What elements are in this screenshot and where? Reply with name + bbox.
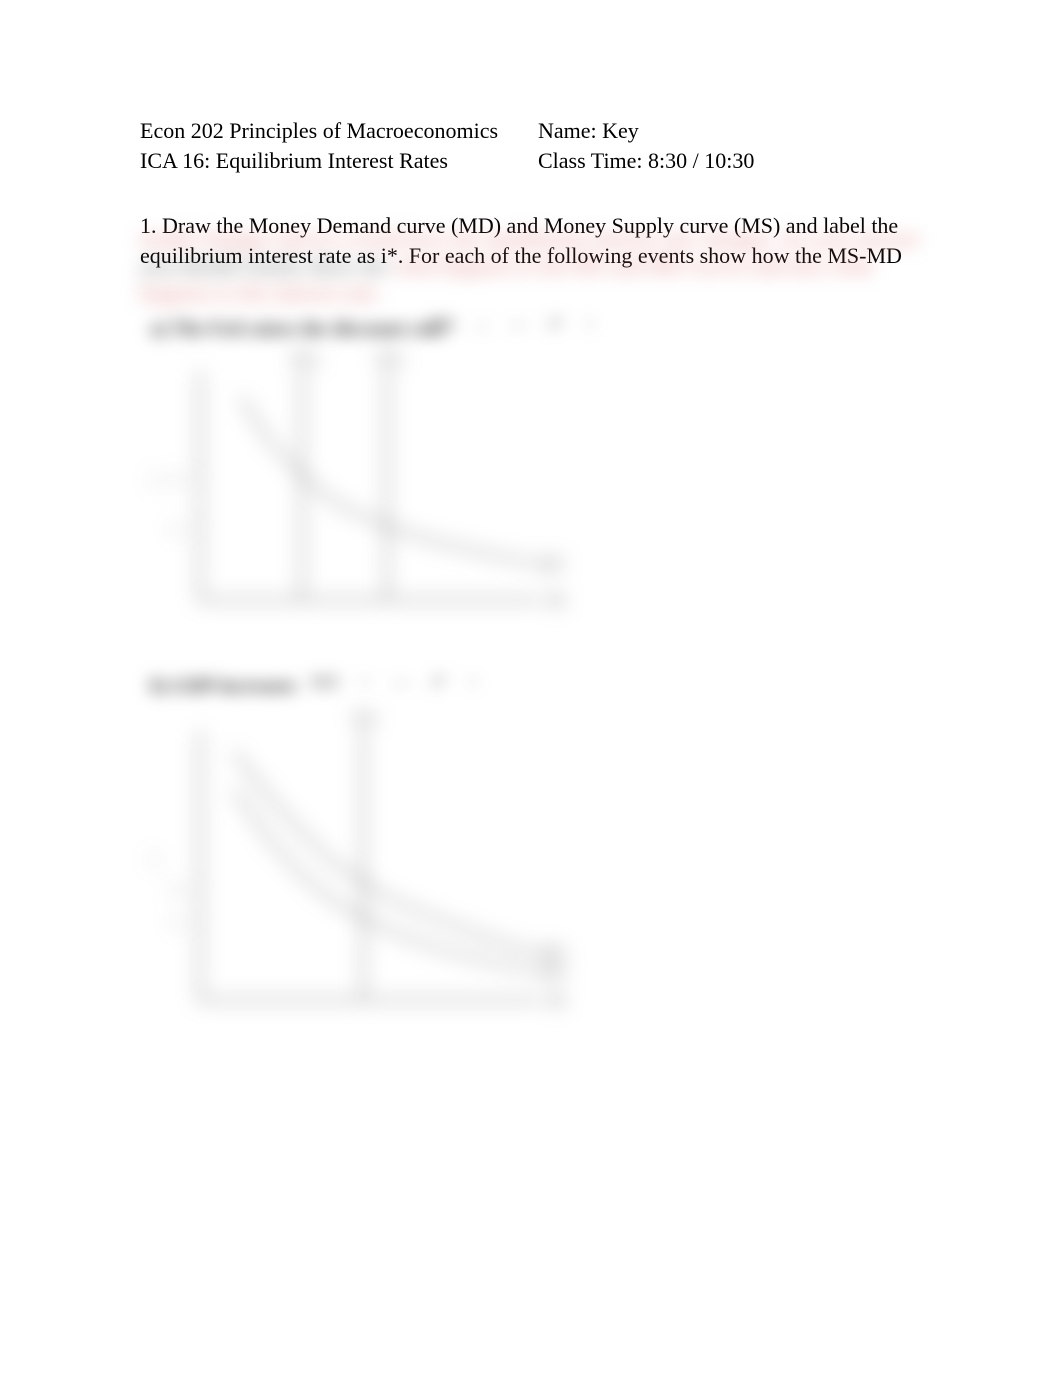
classtime-value: 8:30 / 10:30 xyxy=(648,148,754,173)
chart-a: MS₂ MS₁ MD i₂ i₁ Mi xyxy=(140,340,580,645)
header-row-1: Econ 202 Principles of Macroeconomics Na… xyxy=(140,116,922,146)
name-label: Name: xyxy=(538,118,597,143)
svg-text:MD: MD xyxy=(537,556,563,573)
part-b-label: b) GDP increases xyxy=(150,675,296,698)
down-arrow-icon: ↓ xyxy=(478,314,487,335)
svg-text:M: M xyxy=(548,990,564,1010)
part-b-answer: MD ↑ — i* ↑ xyxy=(310,672,477,693)
svg-text:i₂: i₂ xyxy=(172,469,182,486)
question-blurred-line-2: you should clearly show me what happens … xyxy=(140,251,922,281)
svg-text:i₁: i₁ xyxy=(172,912,182,929)
blur-line2-a: you should clearly show me xyxy=(140,253,392,278)
question-blurred-line-1: model changes and as a result how the eq… xyxy=(140,224,922,254)
chart-a-svg: MS₂ MS₁ MD i₂ i₁ Mi xyxy=(140,340,580,640)
classtime-field: Class Time: 8:30 / 10:30 xyxy=(538,146,922,176)
chart-b: MS MD₁ MD₂ i₁ i₂ Mi xyxy=(140,700,580,1045)
dash-icon-b: — xyxy=(392,672,410,693)
istar-a: i* xyxy=(549,314,563,335)
svg-text:i: i xyxy=(152,469,157,489)
svg-text:i₁: i₁ xyxy=(172,519,182,536)
svg-text:MS: MS xyxy=(353,711,376,728)
svg-text:MS₂: MS₂ xyxy=(292,351,321,368)
svg-text:MD₂: MD₂ xyxy=(537,944,568,961)
part-a-ms: MS xyxy=(430,314,456,335)
assignment-title: ICA 16: Equilibrium Interest Rates xyxy=(140,146,538,176)
part-a-label: a) The Fed raises the discount rate xyxy=(150,318,444,341)
istar-b: i* xyxy=(432,672,446,693)
classtime-label: Class Time: xyxy=(538,148,643,173)
up-arrow-icon: ↑ xyxy=(585,314,594,335)
svg-text:MD₁: MD₁ xyxy=(537,963,568,980)
svg-text:i: i xyxy=(152,849,157,869)
part-a-answer: MS ↓ — i* ↑ xyxy=(430,314,594,335)
name-field: Name: Key xyxy=(538,116,922,146)
part-b-md: MD xyxy=(310,672,339,693)
up-arrow-icon-b2: ↑ xyxy=(468,672,477,693)
blur-line2-b: what happens to the MS and MD curves and… xyxy=(392,253,872,278)
svg-text:MS₁: MS₁ xyxy=(377,351,406,368)
svg-text:i₂: i₂ xyxy=(172,880,182,897)
question-blurred-line-3: happens to the interest rate. xyxy=(140,278,922,308)
svg-text:M: M xyxy=(548,590,564,610)
chart-b-svg: MS MD₁ MD₂ i₁ i₂ Mi xyxy=(140,700,580,1040)
header-row-2: ICA 16: Equilibrium Interest Rates Class… xyxy=(140,146,922,176)
up-arrow-icon-b: ↑ xyxy=(361,672,370,693)
name-value: Key xyxy=(602,118,639,143)
course-title: Econ 202 Principles of Macroeconomics xyxy=(140,116,538,146)
dash-icon: — xyxy=(509,314,527,335)
